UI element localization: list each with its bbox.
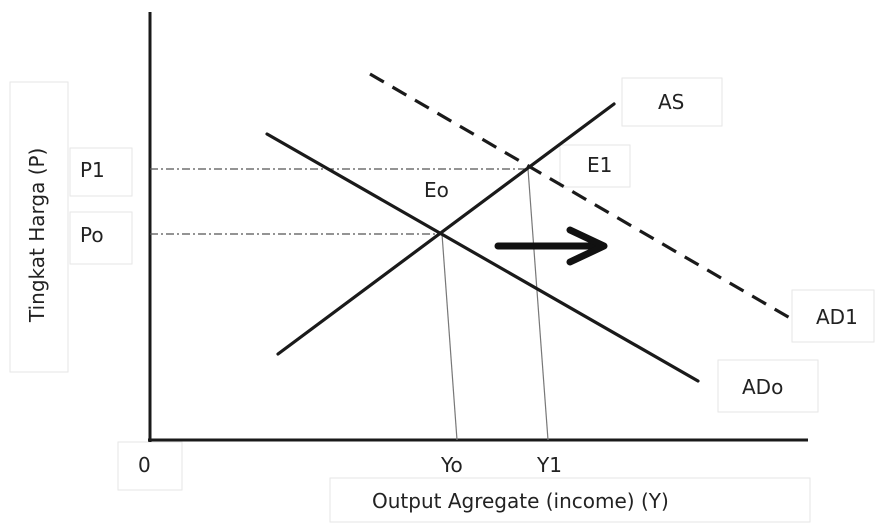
p0-label: Po xyxy=(80,223,104,247)
origin-label-box xyxy=(117,441,183,491)
ad1-curve xyxy=(369,72,791,320)
ad0-curve xyxy=(265,132,700,383)
origin-label: 0 xyxy=(138,453,151,477)
y0-label: Yo xyxy=(440,453,463,477)
y-label-box xyxy=(9,81,69,373)
p0-label-box xyxy=(69,211,133,265)
p1-label-box xyxy=(69,147,133,197)
ad0-label: ADo xyxy=(742,375,783,399)
e1-label: E1 xyxy=(587,153,612,177)
e0-label: Eo xyxy=(424,178,449,202)
y-axis-title: Tingkat Harga (P) xyxy=(25,148,49,323)
ad1-label: AD1 xyxy=(816,305,858,329)
as-label-box xyxy=(621,77,723,127)
y0-guide-line xyxy=(441,233,458,441)
e1-label-box xyxy=(559,144,631,188)
as-label: AS xyxy=(658,90,684,114)
x-label-box xyxy=(329,477,811,523)
p1-label: P1 xyxy=(80,158,105,182)
x-axis-title: Output Agregate (income) (Y) xyxy=(372,489,669,513)
y1-guide-line xyxy=(527,168,549,441)
y1-label: Y1 xyxy=(536,453,562,477)
ad1-label-box xyxy=(791,289,875,343)
ad0-label-box xyxy=(717,359,819,413)
shift-arrow xyxy=(494,226,608,266)
as-curve xyxy=(276,102,616,356)
